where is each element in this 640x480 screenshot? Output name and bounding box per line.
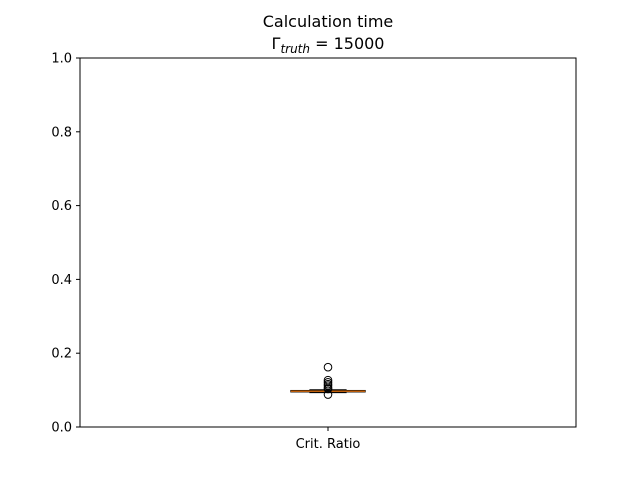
outlier-point bbox=[323, 381, 333, 390]
plot-frame bbox=[79, 57, 577, 428]
y-tick-label: 0.8 bbox=[51, 125, 72, 140]
x-tick-label: Crit. Ratio bbox=[296, 437, 361, 452]
y-tick-label: 0.2 bbox=[51, 347, 72, 362]
chart-subtitle: Γtruth = 15000 bbox=[272, 34, 385, 56]
subtitle-value: = 15000 bbox=[310, 34, 384, 53]
subtitle-symbol: Γ bbox=[272, 34, 281, 53]
y-tick-label: 1.0 bbox=[51, 52, 72, 67]
outlier-point bbox=[323, 390, 333, 399]
y-tick-label: 0.4 bbox=[51, 273, 72, 288]
chart-title: Calculation time bbox=[263, 12, 394, 31]
subtitle-subscript: truth bbox=[280, 42, 310, 56]
outlier-point bbox=[323, 384, 333, 394]
outlier-point bbox=[323, 362, 333, 372]
plot-layer: 0.0 0.2 0.4 0.6 0.8 1.0 Crit. Ratio bbox=[51, 52, 366, 452]
y-tick-label: 0.6 bbox=[51, 199, 72, 214]
y-tick-label: 0.0 bbox=[51, 421, 72, 436]
